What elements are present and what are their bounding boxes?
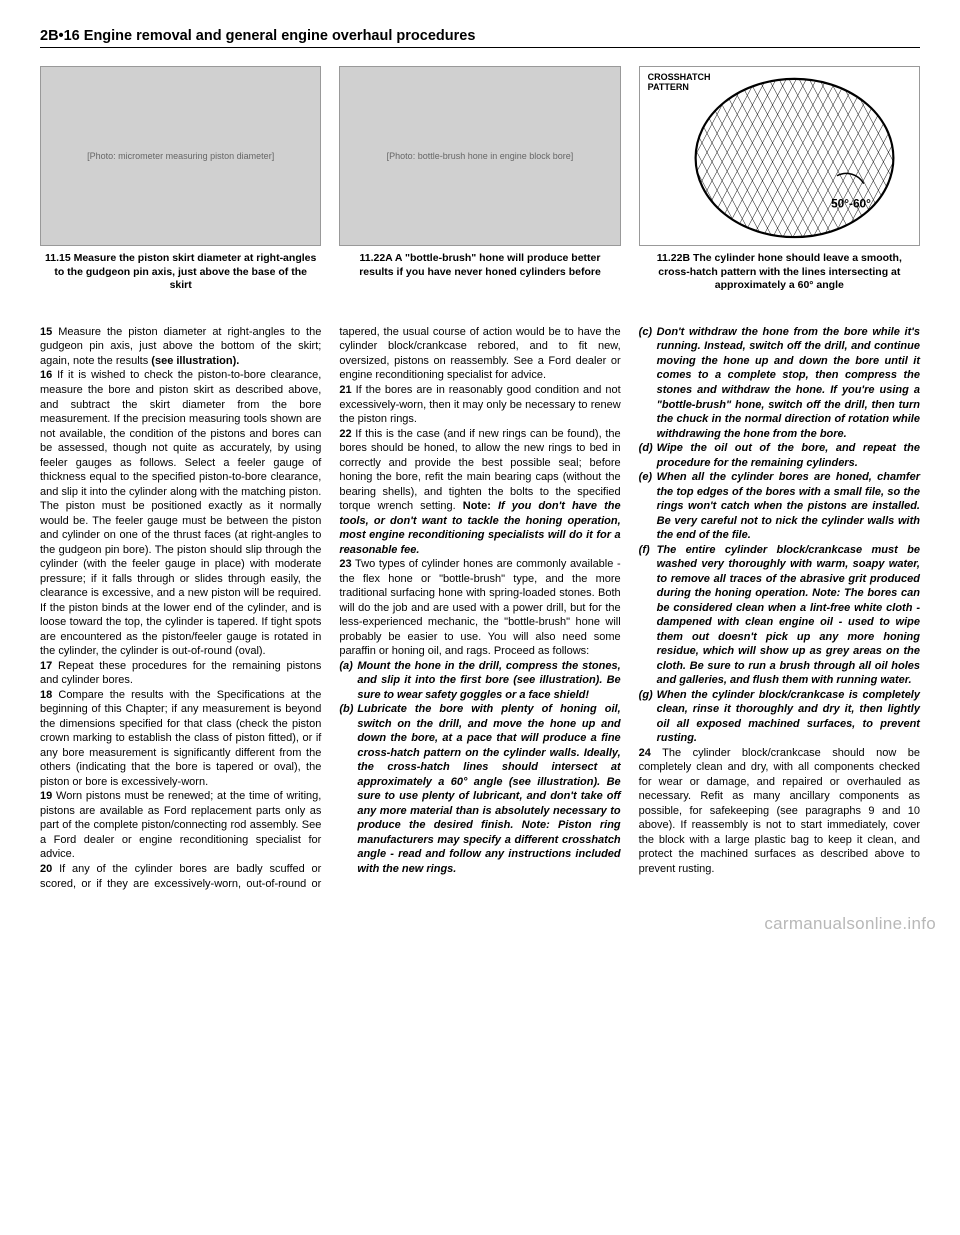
p24-text: The cylinder block/crankcase should now … (639, 747, 920, 875)
p21-text: If the bores are in reasonably good cond… (339, 384, 620, 425)
paragraph-21: 21 If the bores are in reasonably good c… (339, 383, 620, 427)
paragraph-17: 17 Repeat these procedures for the remai… (40, 659, 321, 688)
p23-text: Two types of cylinder hones are commonly… (339, 558, 620, 657)
figure-1-image: [Photo: micrometer measuring piston diam… (40, 66, 321, 246)
p18-text: Compare the results with the Specificati… (40, 689, 321, 788)
paragraph-22: 22 If this is the case (and if new rings… (339, 427, 620, 558)
figure-3-caption: 11.22B The cylinder hone should leave a … (639, 252, 920, 293)
figure-2: [Photo: bottle-brush hone in engine bloc… (339, 66, 620, 293)
sublist-c: (c)Don't withdraw the hone from the bore… (639, 325, 920, 441)
figure-1: [Photo: micrometer measuring piston diam… (40, 66, 321, 293)
paragraph-18: 18 Compare the results with the Specific… (40, 688, 321, 790)
sub-d-text: Wipe the oil out of the bore, and repeat… (657, 441, 920, 470)
p16-text: If it is wished to check the piston-to-b… (40, 369, 321, 657)
sublist-b: (b)Lubricate the bore with plenty of hon… (339, 702, 620, 876)
figure-2-image: [Photo: bottle-brush hone in engine bloc… (339, 66, 620, 246)
figure-1-caption: 11.15 Measure the piston skirt diameter … (40, 252, 321, 293)
angle-label: 50°-60° (831, 196, 871, 210)
sublist-e: (e)When all the cylinder bores are honed… (639, 470, 920, 543)
figure-3-image: CROSSHATCH PATTERN (639, 66, 920, 246)
sub-f-text: The entire cylinder block/crankcase must… (657, 543, 920, 688)
figures-row: [Photo: micrometer measuring piston diam… (40, 66, 920, 293)
sublist-d: (d)Wipe the oil out of the bore, and rep… (639, 441, 920, 470)
paragraph-16: 16 If it is wished to check the piston-t… (40, 368, 321, 658)
paragraph-19: 19 Worn pistons must be renewed; at the … (40, 789, 321, 862)
sub-e-text: When all the cylinder bores are honed, c… (657, 470, 920, 543)
sublist-a: (a)Mount the hone in the drill, compress… (339, 659, 620, 703)
paragraph-23: 23 Two types of cylinder hones are commo… (339, 557, 620, 659)
sub-c-text: Don't withdraw the hone from the bore wh… (657, 325, 920, 441)
crosshatch-pattern-label: CROSSHATCH PATTERN (648, 73, 711, 93)
p15-illus: (see illustration). (151, 355, 239, 367)
sub-b-text: Lubricate the bore with plenty of honing… (357, 702, 620, 876)
paragraph-15: 15 Measure the piston diameter at right-… (40, 325, 321, 369)
sub-a-text: Mount the hone in the drill, compress th… (357, 659, 620, 703)
figure-2-caption: 11.22A A "bottle-brush" hone will produc… (339, 252, 620, 279)
sublist-g: (g)When the cylinder block/crankcase is … (639, 688, 920, 746)
paragraph-24: 24 The cylinder block/crankcase should n… (639, 746, 920, 877)
p19-text: Worn pistons must be renewed; at the tim… (40, 790, 321, 860)
figure-3: CROSSHATCH PATTERN (639, 66, 920, 293)
footer-url: carmanualsonline.info (0, 906, 960, 944)
p17-text: Repeat these procedures for the remainin… (40, 660, 321, 687)
body-text: 15 Measure the piston diameter at right-… (40, 325, 920, 891)
p22-note: Note: (463, 500, 491, 512)
page-header: 2B•16 Engine removal and general engine … (40, 28, 920, 48)
sub-g-text: When the cylinder block/crankcase is com… (657, 688, 920, 746)
sublist-f: (f)The entire cylinder block/crankcase m… (639, 543, 920, 688)
